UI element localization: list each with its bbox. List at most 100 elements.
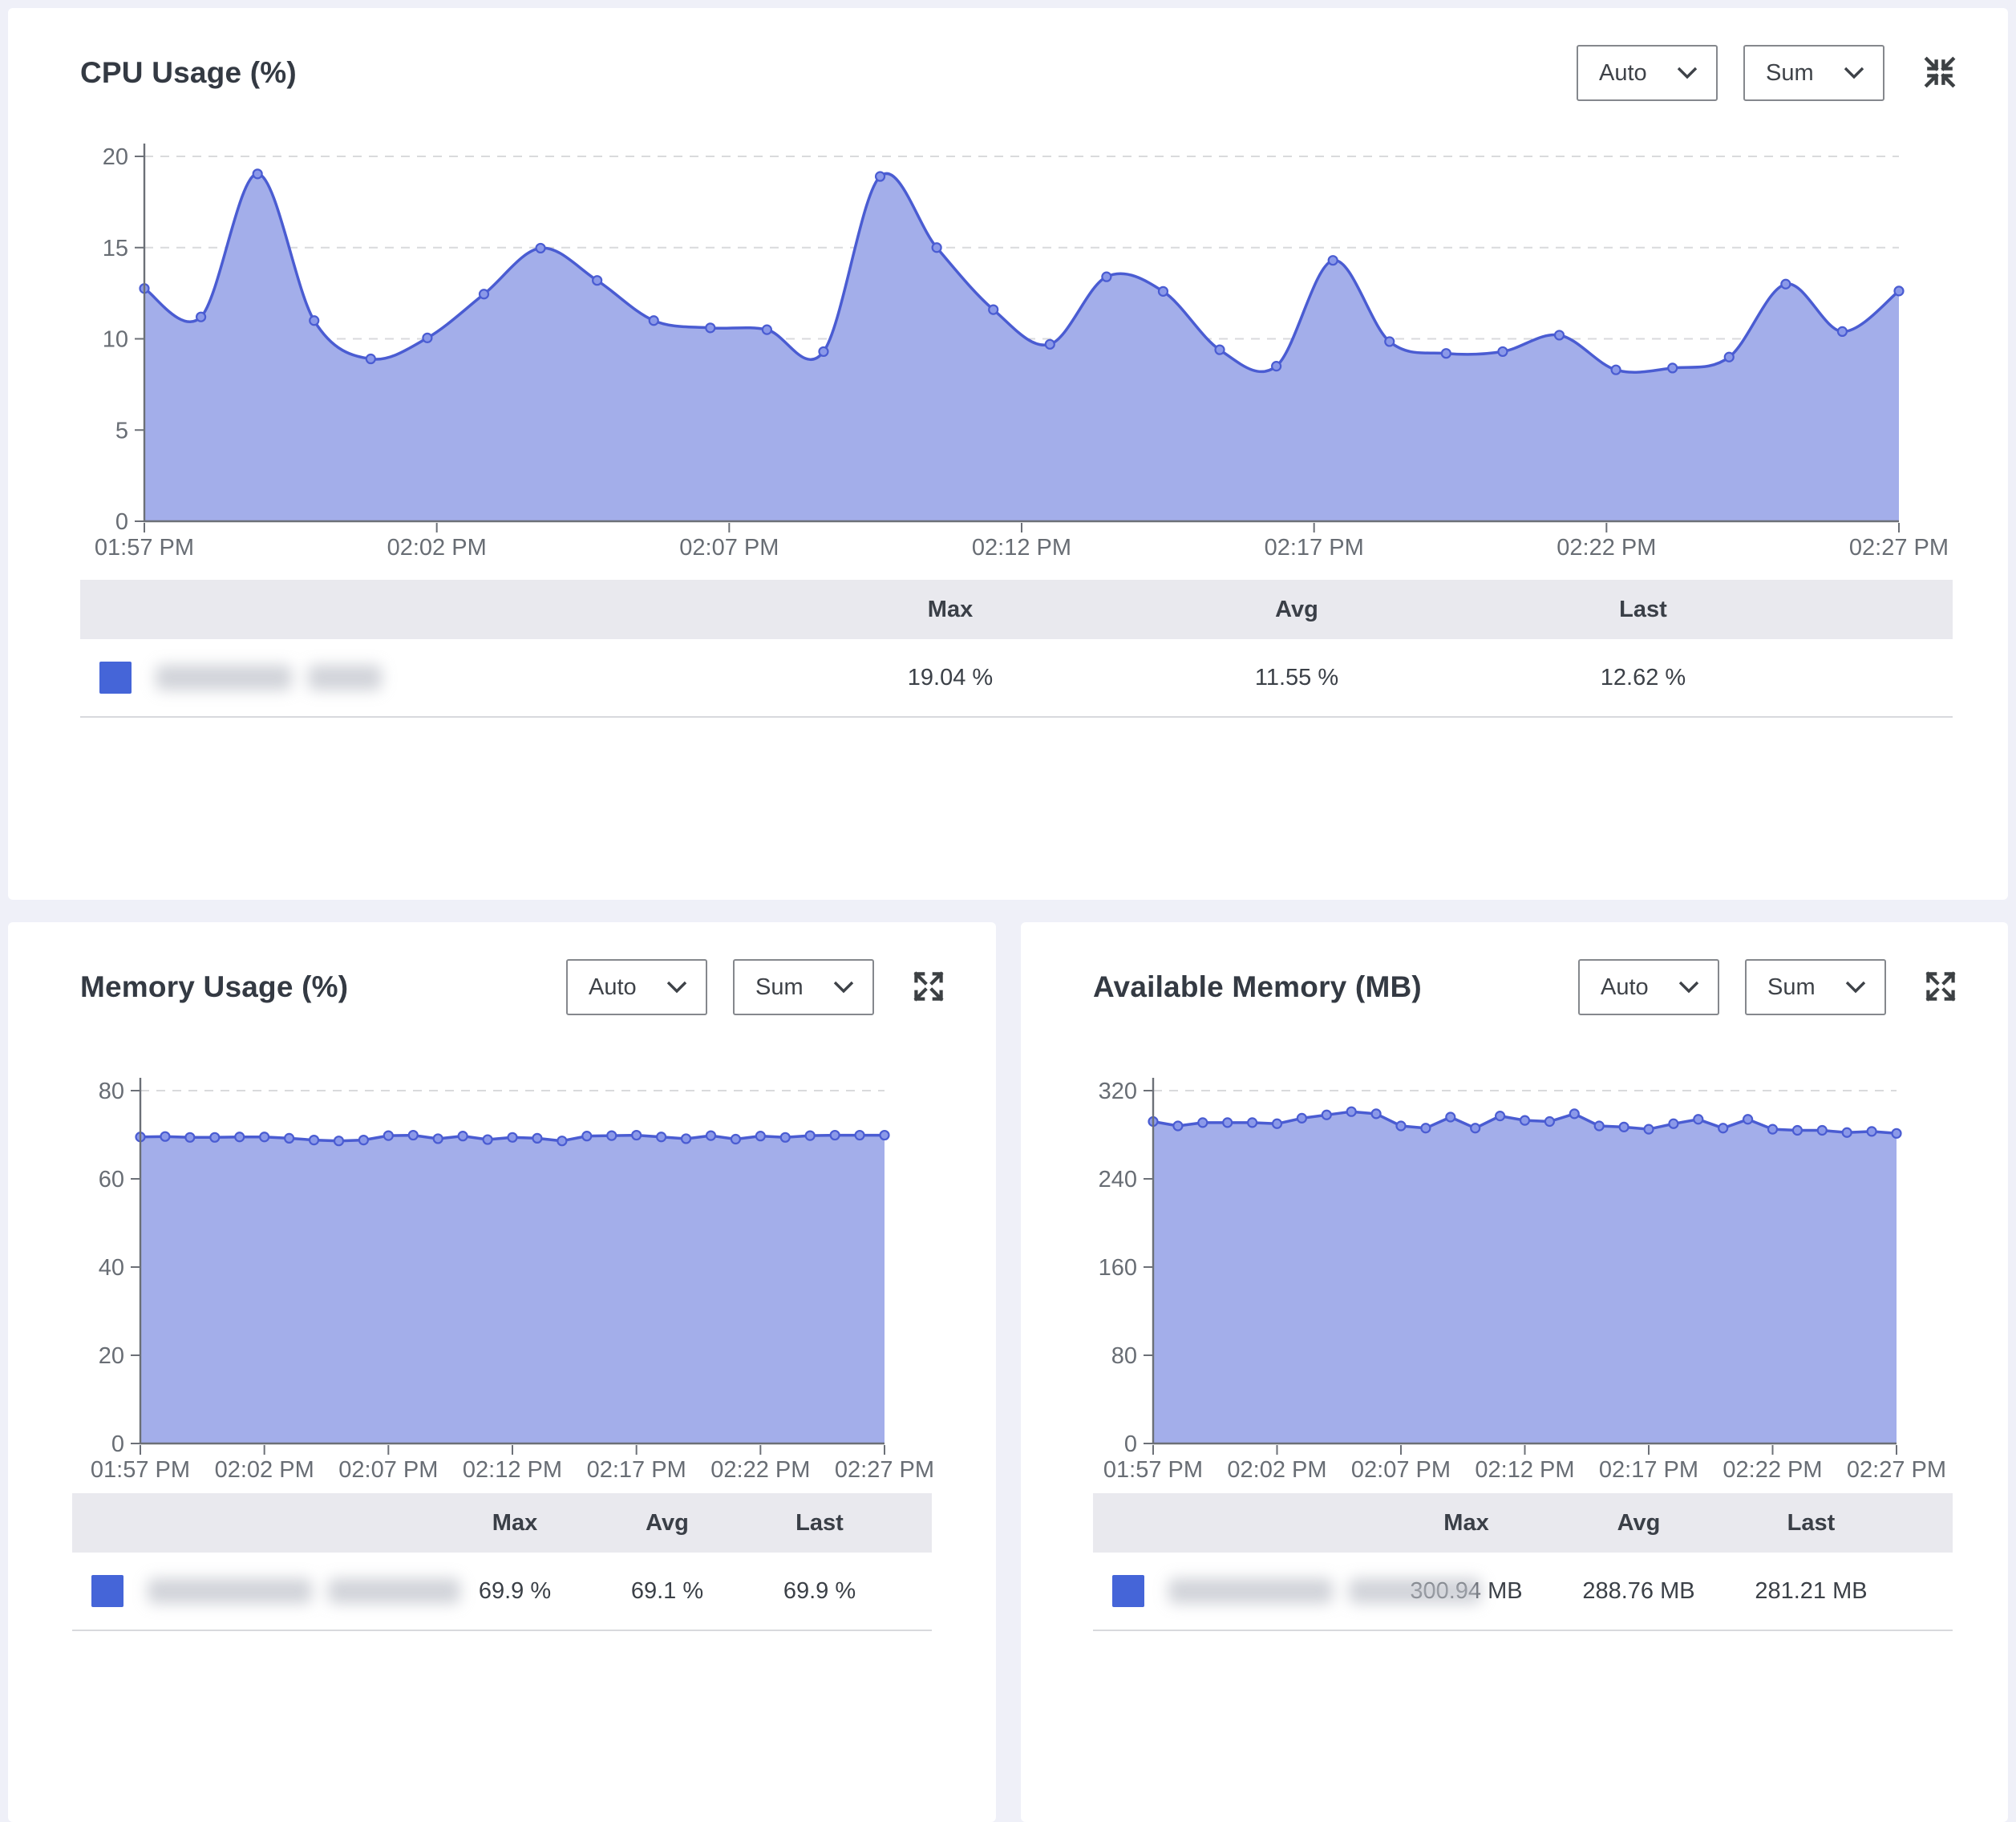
col-header-max: Max	[492, 1509, 538, 1536]
interval-select[interactable]: Auto	[566, 959, 707, 1015]
chevron-down-icon	[832, 980, 855, 994]
last-value: 69.9 %	[783, 1577, 856, 1604]
svg-text:02:17 PM: 02:17 PM	[1265, 535, 1364, 561]
series-label-redacted	[148, 1578, 460, 1604]
svg-text:40: 40	[99, 1255, 124, 1281]
svg-text:02:12 PM: 02:12 PM	[463, 1457, 562, 1483]
legend-table: Max Avg Last 300.94 MB 288.76 MB 281.21 …	[1093, 1493, 1953, 1631]
svg-text:02:22 PM: 02:22 PM	[710, 1457, 810, 1483]
aggregation-select[interactable]: Sum	[1743, 45, 1884, 101]
svg-text:15: 15	[103, 236, 128, 261]
chevron-down-icon	[1678, 980, 1700, 994]
svg-text:02:27 PM: 02:27 PM	[1847, 1457, 1946, 1483]
panel-memory-usage: Memory Usage (%) Auto Sum 0 20 4	[8, 922, 996, 1822]
last-value: 12.62 %	[1600, 664, 1686, 690]
svg-text:80: 80	[1111, 1343, 1137, 1369]
collapse-icon	[1921, 54, 1958, 93]
interval-select[interactable]: Auto	[1578, 959, 1719, 1015]
col-header-max: Max	[1443, 1509, 1489, 1536]
svg-text:02:02 PM: 02:02 PM	[1227, 1457, 1326, 1483]
interval-select-value: Auto	[589, 974, 637, 1000]
max-value: 69.9 %	[478, 1577, 552, 1604]
expand-button[interactable]	[911, 969, 946, 1006]
svg-text:02:17 PM: 02:17 PM	[587, 1457, 686, 1483]
svg-text:02:22 PM: 02:22 PM	[1557, 535, 1656, 561]
interval-select[interactable]: Auto	[1577, 45, 1718, 101]
svg-text:02:27 PM: 02:27 PM	[835, 1457, 934, 1483]
max-value: 19.04 %	[907, 664, 994, 690]
table-row[interactable]: 300.94 MB 288.76 MB 281.21 MB	[1093, 1553, 1953, 1631]
svg-text:01:57 PM: 01:57 PM	[91, 1457, 190, 1483]
col-header-avg: Avg	[646, 1509, 689, 1536]
legend-table-header: Max Avg Last	[72, 1493, 932, 1553]
col-header-avg: Avg	[1617, 1509, 1661, 1536]
aggregation-select[interactable]: Sum	[733, 959, 874, 1015]
svg-text:02:22 PM: 02:22 PM	[1723, 1457, 1822, 1483]
svg-text:02:12 PM: 02:12 PM	[1475, 1457, 1574, 1483]
expand-icon	[1923, 969, 1958, 1006]
table-row[interactable]: 69.9 % 69.1 % 69.9 %	[72, 1553, 932, 1631]
last-value: 281.21 MB	[1755, 1577, 1868, 1604]
avg-value: 288.76 MB	[1582, 1577, 1695, 1604]
legend-table-header: Max Avg Last	[1093, 1493, 1953, 1553]
svg-text:01:57 PM: 01:57 PM	[95, 535, 194, 561]
panel-cpu-usage: CPU Usage (%) Auto Sum 0 5 10 15 2	[8, 8, 2008, 900]
series-color-swatch	[91, 1575, 123, 1607]
panel-header: CPU Usage (%) Auto Sum	[8, 8, 2008, 101]
col-header-last: Last	[795, 1509, 844, 1536]
aggregation-select[interactable]: Sum	[1745, 959, 1886, 1015]
col-header-last: Last	[1787, 1509, 1836, 1536]
avg-value: 11.55 %	[1254, 664, 1339, 690]
chevron-down-icon	[1844, 980, 1867, 994]
panel-title: CPU Usage (%)	[80, 56, 297, 89]
svg-text:0: 0	[1124, 1431, 1137, 1457]
svg-text:02:02 PM: 02:02 PM	[215, 1457, 314, 1483]
legend-table: Max Avg Last 19.04 % 11.55 % 12.62 %	[80, 580, 1953, 718]
svg-text:10: 10	[103, 327, 128, 353]
svg-text:20: 20	[103, 144, 128, 170]
available-memory-chart[interactable]: 0 80 160 240 320 01:57 PM 02:02 PM 02:07 PM 02:1…	[1021, 1063, 2008, 1500]
panel-title: Available Memory (MB)	[1093, 970, 1422, 1003]
collapse-button[interactable]	[1921, 54, 1958, 93]
cpu-usage-chart[interactable]: 0 5 10 15 20 01:57 PM 02:02 PM 02:07 PM 02:12 PM…	[8, 128, 2008, 577]
aggregation-select-value: Sum	[755, 974, 804, 1000]
svg-text:80: 80	[99, 1079, 124, 1104]
svg-text:02:07 PM: 02:07 PM	[679, 535, 779, 561]
svg-text:02:12 PM: 02:12 PM	[972, 535, 1071, 561]
interval-select-value: Auto	[1599, 59, 1647, 86]
svg-text:0: 0	[115, 509, 128, 535]
svg-text:240: 240	[1099, 1167, 1137, 1192]
svg-text:20: 20	[99, 1343, 124, 1369]
svg-text:02:07 PM: 02:07 PM	[338, 1457, 438, 1483]
col-header-max: Max	[927, 596, 974, 622]
svg-text:320: 320	[1099, 1079, 1137, 1104]
chevron-down-icon	[1676, 66, 1698, 80]
svg-text:02:07 PM: 02:07 PM	[1351, 1457, 1451, 1483]
table-row[interactable]: 19.04 % 11.55 % 12.62 %	[80, 639, 1953, 718]
expand-icon	[911, 969, 946, 1006]
panel-available-memory: Available Memory (MB) Auto Sum	[1021, 922, 2008, 1822]
series-color-swatch	[1112, 1575, 1144, 1607]
expand-button[interactable]	[1923, 969, 1958, 1006]
svg-text:02:27 PM: 02:27 PM	[1849, 535, 1949, 561]
aggregation-select-value: Sum	[1767, 974, 1816, 1000]
memory-usage-chart[interactable]: 0 20 40 60 80 01:57 PM 02:02 PM 02:07 PM 02:12 P…	[8, 1063, 996, 1500]
col-header-avg: Avg	[1275, 596, 1318, 622]
panel-title: Memory Usage (%)	[80, 970, 349, 1003]
interval-select-value: Auto	[1601, 974, 1649, 1000]
svg-text:5: 5	[115, 418, 128, 443]
svg-text:02:02 PM: 02:02 PM	[387, 535, 487, 561]
series-color-swatch	[99, 662, 132, 694]
col-header-last: Last	[1619, 596, 1667, 622]
series-label-redacted	[156, 665, 382, 690]
svg-text:160: 160	[1099, 1255, 1137, 1281]
legend-table-header: Max Avg Last	[80, 580, 1953, 639]
svg-text:02:17 PM: 02:17 PM	[1599, 1457, 1698, 1483]
aggregation-select-value: Sum	[1766, 59, 1814, 86]
chevron-down-icon	[666, 980, 688, 994]
chevron-down-icon	[1843, 66, 1865, 80]
svg-text:60: 60	[99, 1167, 124, 1192]
panel-header: Memory Usage (%) Auto Sum	[8, 922, 996, 1015]
svg-text:01:57 PM: 01:57 PM	[1103, 1457, 1203, 1483]
series-label-redacted	[1168, 1578, 1481, 1604]
